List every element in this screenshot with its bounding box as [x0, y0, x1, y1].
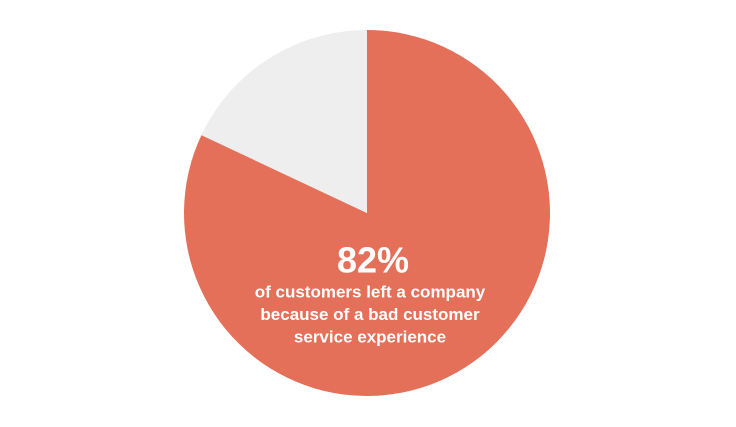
pie-slice — [184, 30, 550, 397]
pie-slice — [201, 30, 367, 213]
value-label: 82% — [337, 240, 409, 281]
annotation: because of a bad customer — [260, 305, 480, 324]
annotation: of customers left a company — [255, 282, 486, 301]
annotation: service experience — [294, 327, 446, 346]
